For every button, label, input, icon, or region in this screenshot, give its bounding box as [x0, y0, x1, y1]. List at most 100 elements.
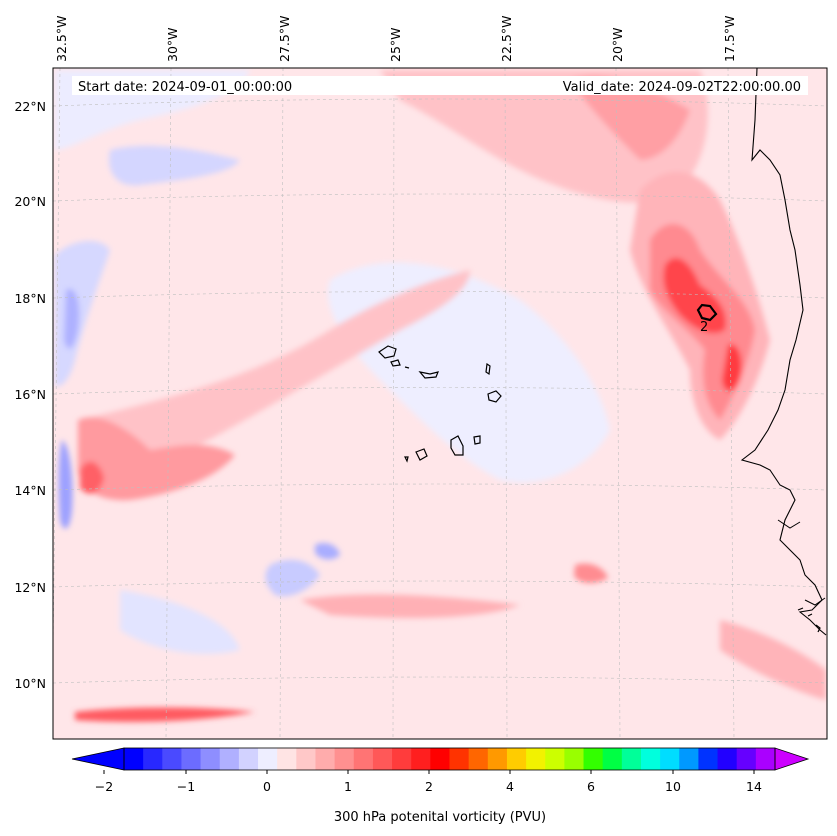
cb-label-m1: −1 [177, 779, 195, 794]
colorbar-cell [717, 748, 738, 770]
grid-lat-12n [53, 580, 827, 588]
pink-field-northeast [570, 76, 690, 160]
map-panel: 2 Start date: 2024-09-01_00:00:00 Valid_… [53, 68, 827, 739]
island-sao-nicolau [418, 371, 439, 379]
grid-lat-18n [53, 291, 827, 299]
pink-field-southeast [720, 620, 826, 700]
colorbar-cell [277, 748, 297, 770]
colorbar-cell [545, 748, 565, 770]
cb-label-2: 2 [425, 779, 433, 794]
colorbar-cell [755, 748, 776, 770]
grid-lat-10n [53, 676, 827, 684]
title-strip [72, 76, 808, 95]
colorbar-cell [334, 748, 355, 770]
blue-field-southwest [120, 590, 240, 654]
island-santa-luzia [404, 366, 410, 369]
blue-field-south [265, 559, 320, 597]
grid-lat-14n [53, 483, 827, 491]
colorbar-title: 300 hPa potenital vorticity (PVU) [334, 810, 546, 825]
cb-label-4: 4 [506, 779, 514, 794]
cb-label-0: 0 [263, 779, 271, 794]
grid-lon-17-5w [727, 68, 735, 739]
red-east-core [663, 257, 726, 334]
lat-label-12n: 12°N [14, 580, 46, 595]
lon-label-20w: 20°W [610, 27, 625, 62]
red-south-streak [75, 707, 255, 722]
blue-field-north-band [109, 145, 241, 186]
grid-lon-22-5w [504, 68, 508, 739]
latitude-labels: 22°N 20°N 18°N 16°N 14°N 12°N 10°N [14, 99, 46, 691]
lat-label-18n: 18°N [14, 291, 46, 306]
lat-label-16n: 16°N [14, 387, 46, 402]
lat-label-14n: 14°N [14, 483, 46, 498]
colorbar-frame [123, 747, 776, 771]
cb-label-1: 1 [344, 779, 352, 794]
lon-label-27-5w: 27.5°W [277, 16, 292, 62]
colorbar-cell [449, 748, 470, 770]
blue-field-west-strip [55, 240, 110, 387]
map-frame [52, 67, 828, 740]
grid-lat-20n [53, 193, 827, 202]
cb-label-m2: −2 [95, 779, 113, 794]
lon-label-17-5w: 17.5°W [722, 16, 737, 62]
colorbar-cell [526, 748, 546, 770]
colorbar-cell [181, 748, 202, 770]
pink-field-band [80, 270, 470, 481]
longitude-labels: 32.5°W 30°W 27.5°W 25°W 22.5°W 20°W 17.5… [54, 16, 737, 62]
cb-label-10: 10 [665, 779, 681, 794]
lat-label-20n: 20°N [14, 194, 46, 209]
valid-date-label: Valid_date: 2024-09-02T22:00:00.00 [563, 80, 801, 95]
pv-2-contour [696, 303, 718, 322]
island-fogo [415, 448, 428, 461]
colorbar-cell [124, 748, 144, 770]
cabo-verde-islands [378, 345, 821, 633]
colorbar-cell [679, 748, 699, 770]
light-red-west [78, 417, 235, 501]
colorbar: −2 −1 0 1 2 4 6 10 14 300 hPa potenital … [71, 747, 810, 825]
light-red-south-spot [574, 563, 608, 584]
red-west-core [80, 461, 104, 494]
blue-field-south-2 [315, 543, 340, 560]
gridlines [53, 68, 827, 739]
colorbar-cell [392, 748, 412, 770]
colorbar-cell [736, 748, 757, 770]
islands-bijagos [797, 607, 821, 633]
lat-label-22n: 22°N [14, 99, 46, 114]
island-maio [473, 435, 481, 445]
colorbar-cell [698, 748, 719, 770]
colorbar-cell [583, 748, 604, 770]
lat-label-10n: 10°N [14, 676, 46, 691]
cb-label-14: 14 [746, 779, 762, 794]
colorbar-cell [162, 748, 182, 770]
grid-lon-25w [392, 68, 395, 739]
cb-label-6: 6 [587, 779, 595, 794]
island-santiago [450, 435, 464, 456]
grid-lon-20w [615, 68, 621, 739]
colorbar-cell [430, 748, 450, 770]
colorbar-cell [238, 748, 259, 770]
colorbar-cell [487, 748, 508, 770]
coast-inlet-2 [804, 597, 826, 606]
colorbar-extend-high [774, 747, 810, 771]
colorbar-cells [124, 748, 776, 770]
colorbar-cell [621, 748, 642, 770]
colorbar-cell [315, 748, 336, 770]
colorbar-cell [200, 748, 221, 770]
lon-label-32-5w: 32.5°W [54, 16, 69, 62]
island-sao-vicente [390, 359, 401, 367]
lon-label-22-5w: 22.5°W [499, 16, 514, 62]
red-east-core-2 [722, 344, 742, 392]
island-santo-antao [378, 345, 397, 359]
colorbar-cell [372, 748, 393, 770]
colorbar-cell [640, 748, 661, 770]
grid-lat-16n [53, 387, 827, 395]
grid-lat-22n [53, 98, 827, 107]
colorbar-cell [602, 748, 623, 770]
pink-field-south-band [300, 594, 520, 618]
blue-field-west-core [58, 440, 73, 529]
colorbar-tick-labels: −2 −1 0 1 2 4 6 10 14 [95, 779, 762, 794]
coast-inlet-1 [777, 519, 801, 529]
colorbar-cell [411, 748, 431, 770]
colorbar-cell [506, 748, 527, 770]
